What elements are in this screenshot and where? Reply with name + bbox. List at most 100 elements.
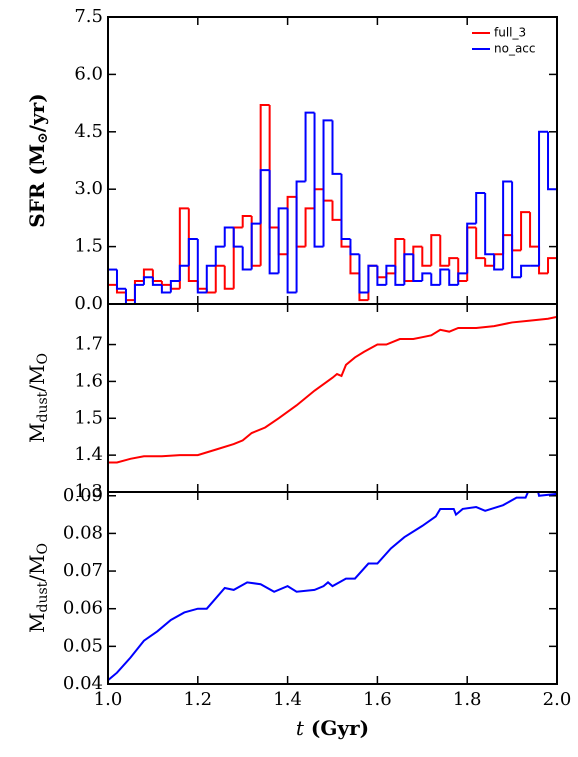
sfr-step (484, 258, 495, 267)
y-axis-label-part: O (35, 543, 51, 554)
sfr-step (421, 246, 432, 267)
sfr-step (169, 284, 180, 290)
sfr-step (394, 265, 405, 286)
legend-label: no_acc (494, 42, 536, 56)
sfr-step (304, 207, 315, 247)
x-tick-label: 1.0 (94, 689, 123, 710)
x-tick-label: 2.0 (543, 689, 572, 710)
sfr-step (259, 169, 270, 224)
sfr-step (178, 264, 189, 282)
sfr-step (412, 254, 423, 283)
x-tick-label: 1.4 (273, 689, 302, 710)
sfr-step (448, 269, 459, 286)
sfr-step (133, 283, 144, 304)
sfr-step (178, 207, 189, 289)
sfr-step (241, 246, 252, 271)
sfr-step (412, 245, 423, 282)
y-tick-label: 1.5 (74, 407, 103, 428)
y-tick-label: 0.08 (63, 522, 103, 543)
y-tick-label: 1.6 (74, 370, 103, 391)
y-axis-label-part: M (25, 423, 49, 443)
sfr-step (277, 207, 288, 274)
y-tick-label: 0.06 (63, 598, 103, 619)
y-tick-label: 7.5 (74, 6, 103, 27)
y-axis-label-part: M (25, 613, 49, 633)
sfr-step (340, 219, 351, 248)
y-tick-label: 0.07 (63, 560, 103, 581)
sfr-step (223, 265, 234, 290)
y-axis-label-part: /yr) (25, 93, 49, 132)
sfr-step (511, 181, 522, 279)
y-axis-label-part: O (35, 353, 51, 364)
x-tick-label: 1.2 (183, 689, 212, 710)
sfr-step (502, 234, 513, 255)
sfr-step (286, 195, 297, 255)
sfr-step (196, 238, 207, 294)
sfr-step (268, 170, 279, 275)
sfr-step (169, 280, 180, 293)
sfr-step (457, 258, 468, 283)
sfr-step (385, 264, 396, 285)
sfr-step (367, 264, 378, 293)
sfr-step (367, 264, 378, 301)
sfr-step (259, 104, 270, 266)
sfr-step (151, 277, 162, 286)
sfr-step (205, 264, 216, 293)
y-tick-label: 1.3 (74, 481, 103, 502)
sfr-step (394, 237, 405, 274)
sfr-step (313, 188, 324, 209)
sfr-step (538, 130, 549, 266)
sfr-step (331, 200, 342, 221)
sfr-step (493, 254, 504, 271)
sfr-step (403, 253, 414, 285)
sfr-step (277, 227, 288, 256)
sfr-step (232, 227, 243, 248)
sfr-step (421, 272, 432, 282)
sfr-step (358, 273, 369, 302)
y-tick-label: 0.04 (63, 673, 103, 694)
sfr-step (250, 222, 261, 270)
sfr-step (196, 281, 207, 290)
plot-area (108, 492, 557, 682)
sfr-step (295, 196, 306, 248)
sfr-step (484, 193, 495, 256)
y-tick-label: 1.5 (74, 236, 103, 257)
sfr-step (466, 222, 477, 274)
sfr-step (142, 276, 153, 285)
y-axis-label-part: dust (35, 391, 51, 422)
sfr-step (439, 235, 450, 267)
frame (107, 303, 558, 493)
sfr-step (232, 226, 243, 289)
sfr-step (124, 288, 135, 304)
sfr-step (322, 119, 333, 247)
sfr-step (295, 180, 306, 293)
sfr-step (385, 272, 396, 278)
sfr-step (223, 226, 234, 247)
sfr-step (475, 192, 486, 224)
sfr-step (187, 237, 198, 266)
sfr-step (115, 269, 126, 290)
sfr-step (547, 131, 557, 191)
sfr-step (430, 273, 441, 286)
sfr-step (313, 112, 324, 248)
y-tick-label: 0.09 (63, 485, 103, 506)
sfr-step (529, 212, 540, 248)
sfr-step (160, 284, 171, 294)
sfr-step (214, 264, 225, 293)
sfr-step (538, 246, 549, 275)
y-axis-label-part: ⊙ (35, 132, 51, 144)
sfr-step (430, 234, 441, 266)
sfr-step (403, 238, 414, 283)
x-tick-label: 1.8 (453, 689, 482, 710)
y-axis-label-part: /M (25, 554, 49, 581)
sfr-step (268, 105, 279, 229)
sfr-step (520, 211, 531, 251)
sfr-step (340, 173, 351, 240)
sfr-step (160, 281, 171, 286)
sfr-step (142, 268, 153, 282)
sfr-step (286, 208, 297, 294)
y-tick-label: 0.05 (63, 635, 103, 656)
frame (107, 491, 558, 685)
x-tick-label: 1.6 (363, 689, 392, 710)
sfr-step (187, 208, 198, 283)
